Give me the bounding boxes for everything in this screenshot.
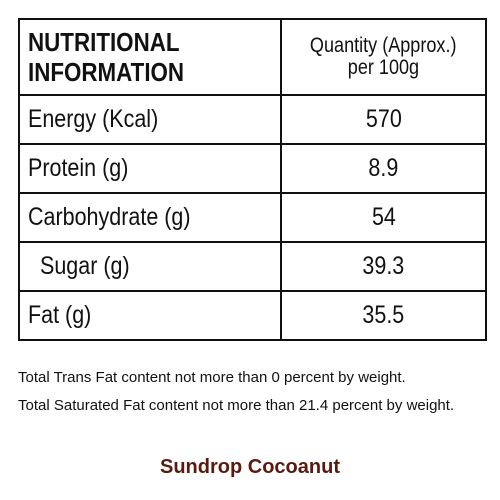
header-text: Quantity (Approx.): [310, 34, 457, 57]
nutrient-cell: Energy (Kcal): [18, 94, 282, 145]
table-row: Energy (Kcal) 570: [18, 94, 487, 145]
quantity-cell: 35.5: [280, 290, 487, 341]
quantity-cell: 8.9: [280, 143, 487, 194]
table-row: Carbohydrate (g) 54: [18, 192, 487, 243]
nutrient-name: Fat (g): [28, 301, 92, 329]
nutrient-cell: Carbohydrate (g): [18, 192, 282, 243]
nutrient-cell: Sugar (g): [18, 241, 282, 292]
table-row: Protein (g) 8.9: [18, 143, 487, 194]
header-text: INFORMATION: [28, 57, 185, 87]
footnote: Total Saturated Fat content not more tha…: [18, 397, 455, 414]
quantity-value: 35.5: [362, 301, 405, 329]
header-row: NUTRITIONAL INFORMATION Quantity (Approx…: [18, 18, 487, 96]
nutrient-name: Sugar (g): [40, 252, 130, 280]
nutrient-name: Carbohydrate (g): [28, 203, 191, 231]
quantity-value: 39.3: [362, 252, 405, 280]
table-row: Fat (g) 35.5: [18, 290, 487, 341]
header-quantity-cell: Quantity (Approx.) per 100g: [280, 18, 487, 96]
quantity-value: 8.9: [368, 154, 399, 182]
quantity-value: 54: [371, 203, 396, 231]
table-row: Sugar (g) 39.3: [18, 241, 487, 292]
footnote: Total Trans Fat content not more than 0 …: [18, 369, 406, 386]
brand-name: Sundrop Cocoanut: [160, 456, 340, 478]
quantity-cell: 39.3: [280, 241, 487, 292]
header-text: per 100g: [347, 56, 420, 79]
quantity-cell: 570: [280, 94, 487, 145]
nutrient-name: Protein (g): [28, 154, 129, 182]
nutrient-cell: Fat (g): [18, 290, 282, 341]
quantity-cell: 54: [280, 192, 487, 243]
nutrition-table: NUTRITIONAL INFORMATION Quantity (Approx…: [18, 18, 487, 341]
quantity-value: 570: [365, 105, 402, 133]
nutrient-name: Energy (Kcal): [28, 105, 159, 133]
table-body: Energy (Kcal) 570 Protein (g) 8.9 Carbohydra…: [18, 94, 487, 341]
header-name-cell: NUTRITIONAL INFORMATION: [18, 18, 282, 96]
header-text: NUTRITIONAL: [28, 27, 180, 57]
nutrient-cell: Protein (g): [18, 143, 282, 194]
